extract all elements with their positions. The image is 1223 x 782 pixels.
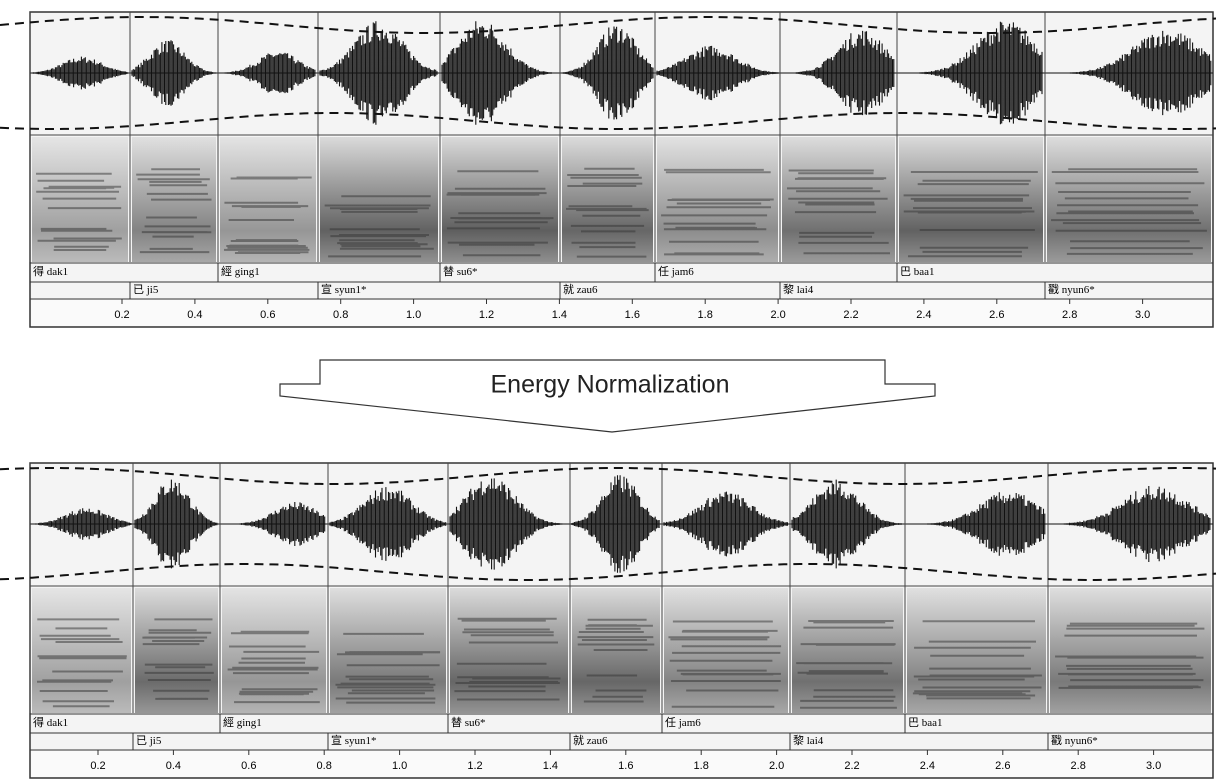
segment-label: 宣 syun1* — [331, 733, 377, 747]
segment-label: 替 su6* — [451, 715, 486, 729]
time-tick-label: 3.0 — [1146, 760, 1161, 772]
time-tick-label: 1.0 — [406, 309, 421, 321]
segment-label: 經 ging1 — [221, 264, 260, 278]
axis-band — [31, 300, 1212, 326]
time-tick-label: 1.0 — [392, 760, 407, 772]
panel: 得 dak1 經 ging1 替 su6* 任 jam6 巴 baa1 已 ji5 宣 sy… — [30, 12, 1213, 327]
spectrogram — [664, 588, 788, 713]
panel: 得 dak1 經 ging1 替 su6* 任 jam6 巴 baa1 已 ji5 宣 sy… — [30, 463, 1213, 778]
segment-label: 戳 nyun6* — [1048, 283, 1095, 296]
segment-label: 經 ging1 — [223, 715, 262, 729]
arrow-label: Energy Normalization — [491, 371, 730, 399]
time-tick-label: 0.2 — [90, 760, 105, 772]
time-tick-label: 1.8 — [694, 760, 709, 772]
segment-label: 得 dak1 — [33, 265, 68, 278]
time-tick-label: 0.2 — [114, 309, 129, 321]
time-tick-label: 2.6 — [995, 760, 1010, 772]
time-tick-label: 2.4 — [920, 760, 935, 772]
time-tick-label: 0.8 — [333, 309, 348, 321]
spectrogram — [792, 588, 903, 713]
time-tick-label: 2.6 — [989, 309, 1004, 321]
segment-label: 已 ji5 — [136, 735, 162, 747]
time-tick-label: 0.4 — [166, 760, 181, 772]
time-tick-label: 1.4 — [552, 309, 567, 321]
spectrogram — [1050, 588, 1211, 713]
segment-label: 巴 baa1 — [900, 266, 935, 278]
segment-label: 巴 baa1 — [908, 717, 943, 729]
segment-label: 宣 syun1* — [321, 282, 367, 296]
spectrogram — [330, 588, 446, 713]
segment-label: 任 jam6 — [665, 716, 701, 729]
time-tick-label: 2.0 — [770, 309, 785, 321]
time-tick-label: 1.2 — [467, 760, 482, 772]
time-tick-label: 2.4 — [916, 309, 931, 321]
time-tick-label: 1.8 — [698, 309, 713, 321]
segment-label: 任 jam6 — [658, 265, 694, 278]
segment-label: 黎 lai4 — [783, 282, 814, 296]
time-tick-label: 0.8 — [317, 760, 332, 772]
time-tick-label: 1.4 — [543, 760, 558, 772]
spectrogram — [220, 137, 316, 262]
segment-label: 得 dak1 — [33, 716, 68, 729]
time-tick-label: 0.6 — [241, 760, 256, 772]
segment-label: 就 zau6 — [573, 733, 608, 747]
time-tick-label: 2.0 — [769, 760, 784, 772]
segment-label: 就 zau6 — [563, 282, 598, 296]
spectrogram — [450, 588, 568, 713]
time-tick-label: 1.6 — [625, 309, 640, 321]
spectrogram — [1047, 137, 1211, 262]
segment-label: 替 su6* — [443, 264, 478, 278]
time-tick-label: 2.2 — [843, 309, 858, 321]
time-tick-label: 0.4 — [187, 309, 202, 321]
segment-label: 戳 nyun6* — [1051, 734, 1098, 747]
figure: Energy Normalization 得 dak1 經 ging1 替 su6*… — [0, 0, 1223, 782]
segment-label: 已 ji5 — [133, 284, 159, 296]
segment-label: 黎 lai4 — [793, 733, 824, 747]
time-tick-label: 2.8 — [1071, 760, 1086, 772]
time-tick-label: 2.8 — [1062, 309, 1077, 321]
time-tick-label: 2.2 — [844, 760, 859, 772]
spectrogram — [135, 588, 218, 713]
time-tick-label: 1.6 — [618, 760, 633, 772]
spectrogram — [32, 588, 131, 713]
time-tick-label: 3.0 — [1135, 309, 1150, 321]
time-tick-label: 1.2 — [479, 309, 494, 321]
time-tick-label: 0.6 — [260, 309, 275, 321]
